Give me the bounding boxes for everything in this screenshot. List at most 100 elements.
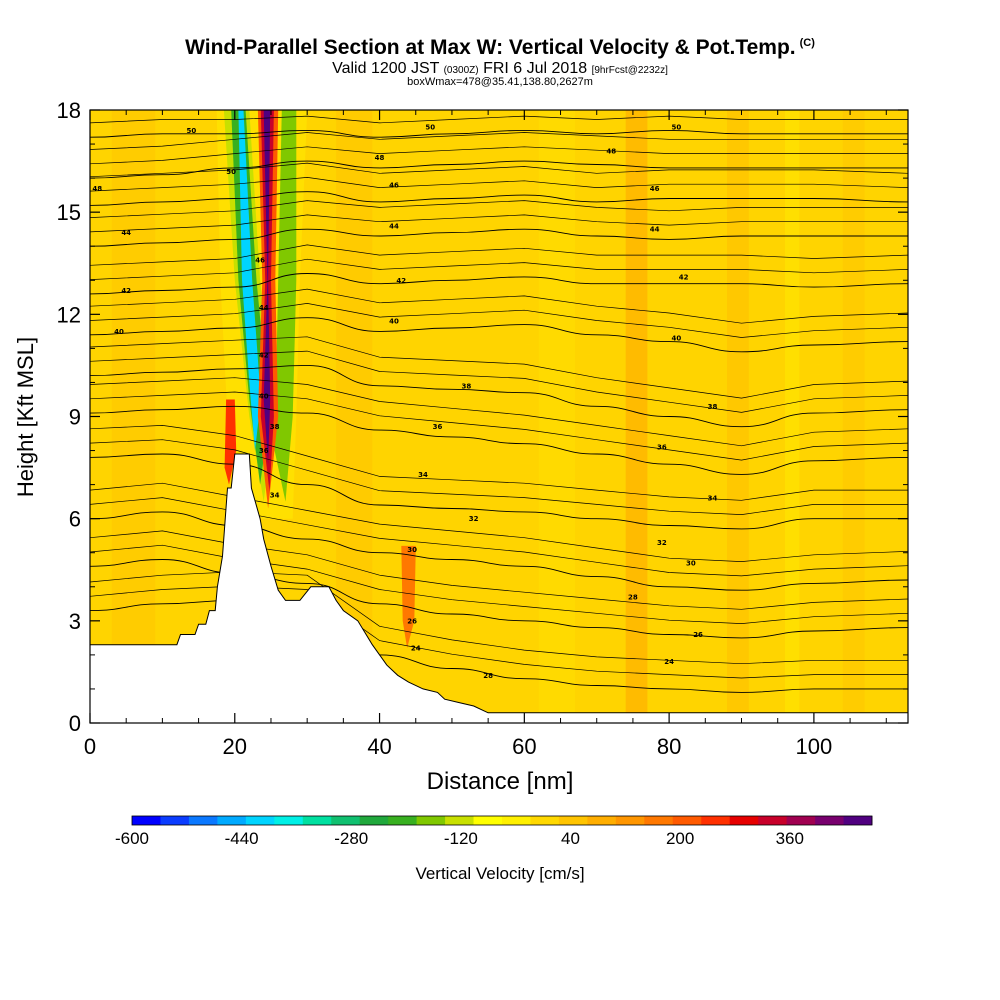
colorbar-swatch-22 [758,816,788,825]
x-axis-label: Distance [nm] [426,768,574,795]
contour-label-3: 48 [92,185,102,193]
colorbar-swatch-13 [502,816,531,825]
theta-contour-36-minor-1 [90,391,908,461]
x-tick-label-0: 0 [84,734,96,759]
contour-label-36: 42 [259,352,269,360]
terrain [90,453,908,723]
colorbar-swatch-9 [388,816,418,825]
x-tick-label-1: 20 [223,734,247,759]
field-band-2 [538,110,576,723]
contour-label-9: 44 [389,222,399,230]
theta-contours [90,115,908,693]
chart-title-text: Wind-Parallel Section at Max W: Vertical… [185,36,796,59]
colorbar-swatch-15 [558,816,588,825]
colorbar-swatch-24 [815,816,844,825]
colorbar-swatch-12 [473,816,503,825]
colorbar-tick-label-5: 200 [666,829,694,848]
x-tick-label-2: 40 [367,734,391,759]
updraft-small [401,545,416,649]
theta-contour-38 [90,364,908,428]
contour-label-34: 46 [255,256,265,264]
updraft-lee [224,399,237,485]
y-tick-label-1: 3 [69,609,81,634]
contour-label-40: 34 [270,491,280,499]
contour-labels: 50 50 50 48 48 48 46 46 44 44 44 42 42 42 40 40 40 38 38 36… [92,124,717,680]
contour-label-24: 32 [657,539,667,547]
contour-label-20: 36 [657,444,667,452]
contour-label-22: 34 [708,495,718,503]
theta-contour-32-minor-2 [90,482,908,562]
colorbar-tick-label-2: -280 [334,829,368,848]
theta-contour-46 [90,191,908,206]
contour-label-1: 50 [425,124,435,132]
contour-label-15: 40 [389,318,399,326]
contour-label-32: 28 [483,672,493,680]
contour-label-27: 28 [628,593,638,601]
contour-label-35: 44 [259,304,269,312]
contour-label-25: 30 [407,546,417,554]
updraft-core [263,110,271,465]
colorbar-swatch-4 [245,816,275,825]
x-tick-label-4: 80 [657,734,681,759]
theta-contour-32-minor-1 [90,497,908,577]
colorbar-swatch-0 [132,816,161,825]
y-tick-label-6: 18 [57,98,81,123]
theta-contour-40-minor-2 [90,288,908,324]
field-band-3 [625,110,648,723]
subtitle-forecast: [9hrFcst@2232z] [591,65,668,76]
colorbar-swatch-21 [729,816,759,825]
y-tick-label-0: 0 [69,711,81,736]
theta-contour-30-minor-2 [90,530,908,610]
theta-contour-34 [90,453,908,530]
theta-contour-46-minor-1 [90,177,908,192]
contour-label-18: 38 [708,403,718,411]
field-band-0 [111,110,156,723]
contour-label-28: 26 [407,617,417,625]
colorbar-swatch-16 [587,816,617,825]
theta-contour-40-minor-1 [90,303,908,338]
colorbar: -600 -440 -280 -120 40 200 360 [115,815,873,848]
theta-contour-38-minor-2 [90,336,908,399]
field-band-5 [784,110,800,723]
colorbar-frame [131,815,873,826]
colorbar-swatch-8 [359,816,389,825]
chart-title: Wind-Parallel Section at Max W: Vertical… [0,36,1000,60]
colorbar-swatch-2 [188,816,218,825]
colorbar-swatch-14 [530,816,560,825]
colorbar-swatch-1 [160,816,190,825]
contour-label-23: 32 [469,515,479,523]
theta-contour-42-minor-2 [90,244,908,266]
contour-label-16: 40 [671,335,681,343]
theta-contour-44-minor-2 [90,200,908,218]
contour-label-30: 24 [411,645,421,653]
subtitle-date: FRI 6 Jul 2018 [483,60,588,77]
theta-contour-50 [90,129,908,138]
colorbar-swatch-10 [416,816,446,825]
theta-contour-48-minor-1 [90,146,908,165]
theta-contour-40 [90,317,908,353]
colorbar-swatch-6 [302,816,332,825]
colorbar-tick-label-1: -440 [225,829,259,848]
colorbar-swatch-3 [217,816,247,825]
terrain-profile [90,453,908,723]
colorbar-swatch-23 [786,816,816,825]
contour-label-5: 48 [606,147,616,155]
theta-contour-42 [90,273,908,295]
theta-contour-36-minor-2 [90,377,908,447]
downdraft-secondary [274,110,297,502]
theta-contour-50-minor-1 [90,115,908,124]
y-tick-label-5: 15 [57,200,81,225]
contour-label-2: 50 [671,124,681,132]
contour-label-38: 38 [270,423,280,431]
colorbar-label: Vertical Velocity [cm/s] [415,864,585,883]
colorbar-swatch-18 [644,816,674,825]
subtitle-valid: Valid 1200 JST [332,60,440,77]
x-tick-label-5: 100 [796,734,833,759]
contour-label-37: 40 [259,393,269,401]
colorbar-swatch-19 [672,816,702,825]
colorbar-swatch-5 [274,816,304,825]
theta-contour-44 [90,228,908,247]
contour-label-6: 46 [389,181,399,189]
contour-label-39: 36 [259,447,269,455]
colorbar-tick-label-6: 360 [776,829,804,848]
